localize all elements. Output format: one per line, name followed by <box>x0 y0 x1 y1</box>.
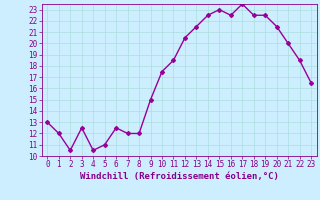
X-axis label: Windchill (Refroidissement éolien,°C): Windchill (Refroidissement éolien,°C) <box>80 172 279 181</box>
